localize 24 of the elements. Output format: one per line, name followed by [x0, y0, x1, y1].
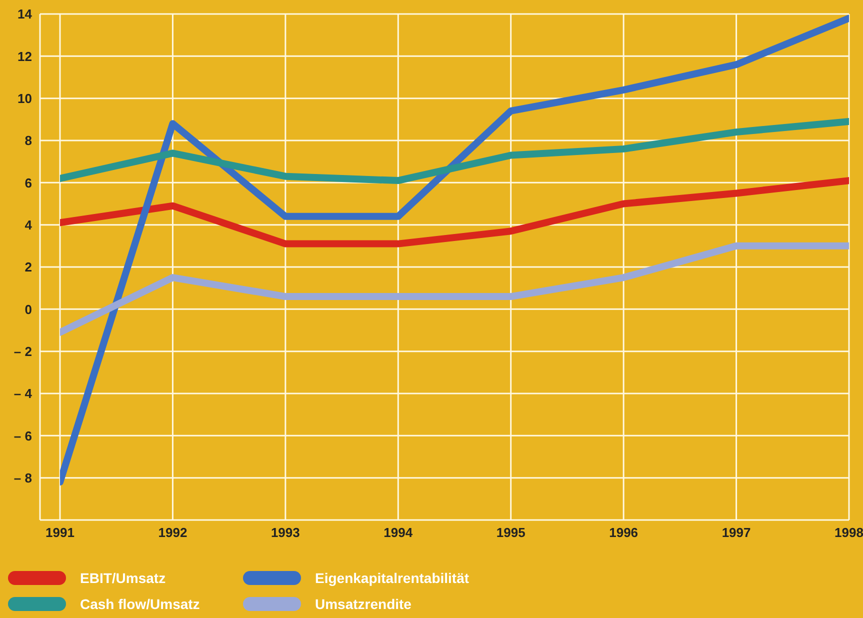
- x-tick-label: 1998: [834, 525, 863, 540]
- y-tick-label: 14: [18, 6, 33, 22]
- y-tick-label: 4: [24, 217, 33, 232]
- y-tick-label: 0: [24, 302, 32, 317]
- y-tick-label: 8: [24, 133, 32, 148]
- y-tick-label: – 6: [14, 428, 32, 444]
- x-tick-label: 1994: [384, 525, 414, 540]
- x-tick-label: 1996: [609, 525, 638, 540]
- legend-label: Cash flow/Umsatz: [80, 596, 200, 612]
- legend-label: EBIT/Umsatz: [80, 570, 166, 586]
- y-tick-label: – 8: [14, 470, 32, 486]
- y-tick-label: 12: [18, 48, 32, 64]
- x-tick-label: 1991: [46, 525, 74, 540]
- x-tick-label: 1992: [158, 525, 188, 540]
- y-tick-label: – 4: [14, 386, 33, 402]
- y-tick-label: – 2: [14, 344, 32, 359]
- x-tick-label: 1995: [496, 525, 526, 540]
- x-tick-label: 1997: [722, 525, 751, 540]
- y-tick-label: 10: [18, 90, 32, 106]
- legend-label: Umsatzrendite: [315, 596, 412, 612]
- x-tick-label: 1993: [270, 525, 300, 540]
- legend-label: Eigenkapitalrentabilität: [315, 570, 470, 586]
- y-tick-label: 2: [24, 260, 32, 275]
- y-tick-label: 6: [24, 175, 32, 190]
